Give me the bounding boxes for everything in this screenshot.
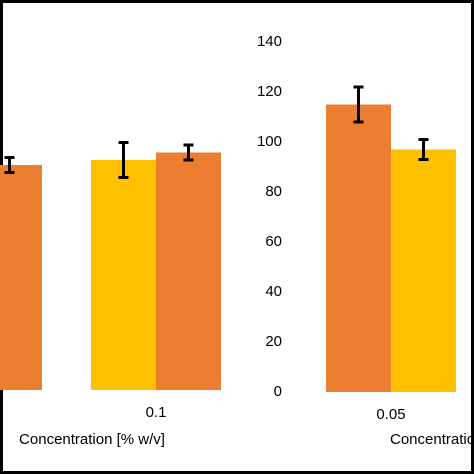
x-tick-label: 0.1 bbox=[146, 404, 167, 421]
y-tick-label: 120 bbox=[257, 83, 282, 100]
bar bbox=[91, 160, 156, 390]
y-tick-label: 40 bbox=[265, 283, 282, 300]
x-axis-label: Concentration [% w/v] bbox=[390, 431, 474, 448]
y-tick-label: 100 bbox=[257, 133, 282, 150]
bar bbox=[391, 149, 456, 392]
bar bbox=[0, 165, 42, 390]
y-tick-label: 0 bbox=[274, 383, 282, 400]
bar bbox=[156, 152, 221, 390]
bar bbox=[326, 104, 391, 392]
y-tick-label: 60 bbox=[265, 233, 282, 250]
y-tick-label: 20 bbox=[265, 333, 282, 350]
y-tick-label: 80 bbox=[265, 183, 282, 200]
x-tick-label: 0.05 bbox=[376, 406, 405, 423]
x-axis-label: Concentration [% w/v] bbox=[19, 431, 165, 448]
y-tick-label: 140 bbox=[257, 33, 282, 50]
